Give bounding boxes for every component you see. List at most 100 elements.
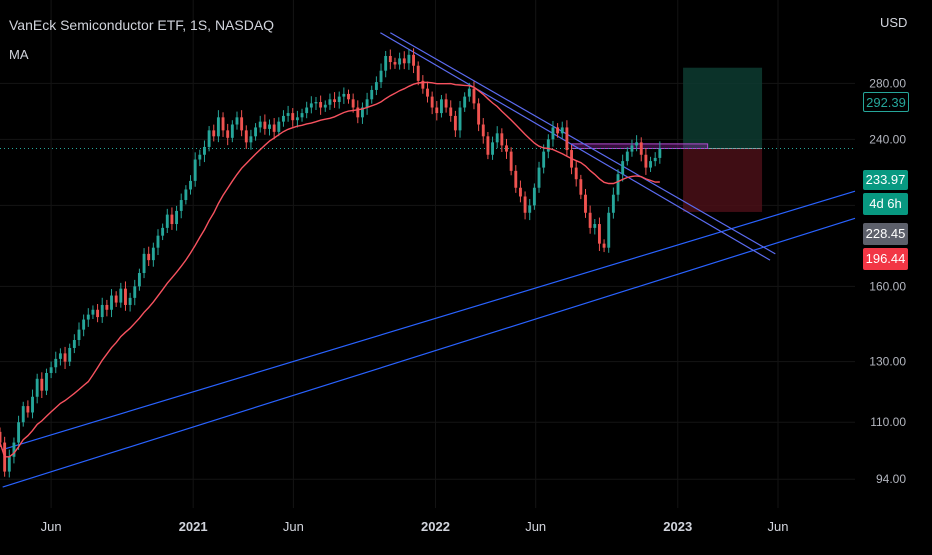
candle-body [342, 93, 346, 97]
candle-body [556, 127, 560, 134]
candle-body [119, 288, 123, 303]
candle-body [26, 406, 30, 413]
candle-body [635, 142, 639, 146]
candle-body [161, 227, 165, 236]
candle-body [21, 406, 25, 423]
candle-body [653, 157, 657, 162]
candle-body [277, 121, 281, 132]
candle-body [486, 136, 490, 155]
resistance-box[interactable] [571, 143, 709, 150]
downtrend-line[interactable] [380, 32, 771, 261]
candle-body [588, 212, 592, 228]
x-tick-label: Jun [41, 519, 62, 534]
candle-body [393, 62, 397, 65]
candle-body [370, 89, 374, 100]
candle-body [268, 124, 271, 129]
downtrend-line[interactable] [390, 32, 776, 255]
x-tick-label: 2022 [421, 519, 450, 534]
candle-body [114, 295, 118, 303]
candle-body [500, 133, 504, 146]
candle-body [226, 130, 230, 138]
candle-body [7, 456, 11, 472]
candle-body [453, 115, 457, 131]
candle-body [184, 189, 188, 201]
candle-body [291, 113, 295, 121]
candle-body [230, 124, 234, 138]
candle-body [244, 130, 248, 143]
candle-body [639, 142, 643, 155]
candle-body [421, 80, 425, 89]
candle-body [86, 314, 90, 320]
candle-body [105, 304, 109, 310]
candle-body [175, 210, 179, 225]
profit-zone[interactable] [683, 67, 763, 149]
candle-body [351, 99, 355, 108]
candle-body [216, 117, 220, 137]
candle-body [584, 194, 587, 213]
candle-body [365, 99, 369, 108]
candle-body [77, 329, 81, 340]
position-zones [0, 67, 855, 212]
candle-body [0, 431, 2, 443]
candle-body [644, 154, 648, 168]
candle-body [249, 136, 253, 143]
last-price-tag: 233.97 [863, 170, 908, 190]
candle-body [207, 130, 211, 147]
candle-body [444, 99, 448, 108]
candle-body [597, 224, 601, 244]
candle-body [602, 243, 606, 248]
candle-body [235, 117, 239, 125]
indicator-label[interactable]: MA [9, 47, 29, 62]
candle-body [128, 297, 132, 305]
y-tick-label: 110.00 [870, 415, 906, 429]
y-tick-label: 280.00 [869, 76, 906, 90]
price-axis[interactable]: 94.00110.00130.00160.00200.00240.00280.0… [869, 76, 906, 486]
currency-label[interactable]: USD [880, 15, 908, 30]
time-axis[interactable]: Jun 2021 Jun 2022 Jun 2023 Jun [41, 519, 789, 534]
candle-body [426, 88, 429, 97]
candle-body [542, 151, 546, 168]
y-tick-label: 130.00 [869, 355, 906, 369]
candle-body [412, 54, 416, 66]
candle-body [263, 121, 267, 129]
candle-body [630, 145, 634, 152]
candle-body [40, 378, 44, 391]
candle-body [137, 273, 141, 287]
candle-body [430, 96, 434, 108]
moving-average [0, 81, 660, 458]
candle-body [463, 96, 467, 108]
y-tick-label: 160.00 [869, 279, 906, 293]
candle-body [198, 154, 202, 160]
candle-body [156, 235, 160, 248]
candle-body [147, 253, 151, 261]
candle-body [546, 139, 550, 152]
y-tick-label: 240.00 [869, 132, 906, 146]
candle-body [91, 309, 95, 315]
candle-body [63, 353, 67, 362]
candle-body [398, 58, 402, 65]
candle-body [54, 358, 58, 368]
candle-body [518, 187, 522, 197]
uptrend-line[interactable] [2, 217, 856, 488]
candle-body [309, 103, 313, 108]
loss-zone[interactable] [683, 148, 763, 212]
symbol-title[interactable]: VanEck Semiconductor ETF, 1S, NASDAQ [9, 17, 275, 33]
y-tick-label: 94.00 [876, 472, 906, 486]
candle-body [35, 378, 39, 397]
candle-body [323, 104, 327, 108]
candle-body [179, 200, 183, 211]
candle-body [347, 93, 350, 100]
candle-body [388, 55, 392, 63]
candle-body [523, 196, 527, 213]
candle-body [384, 55, 388, 71]
candle-body [258, 121, 262, 128]
candle-body [295, 117, 299, 121]
candle-body [467, 88, 471, 97]
candle-body [528, 205, 532, 213]
uptrend-line[interactable] [2, 190, 856, 451]
candle-body [509, 151, 513, 171]
x-tick-label: Jun [525, 519, 546, 534]
x-tick-label: 2023 [663, 519, 692, 534]
